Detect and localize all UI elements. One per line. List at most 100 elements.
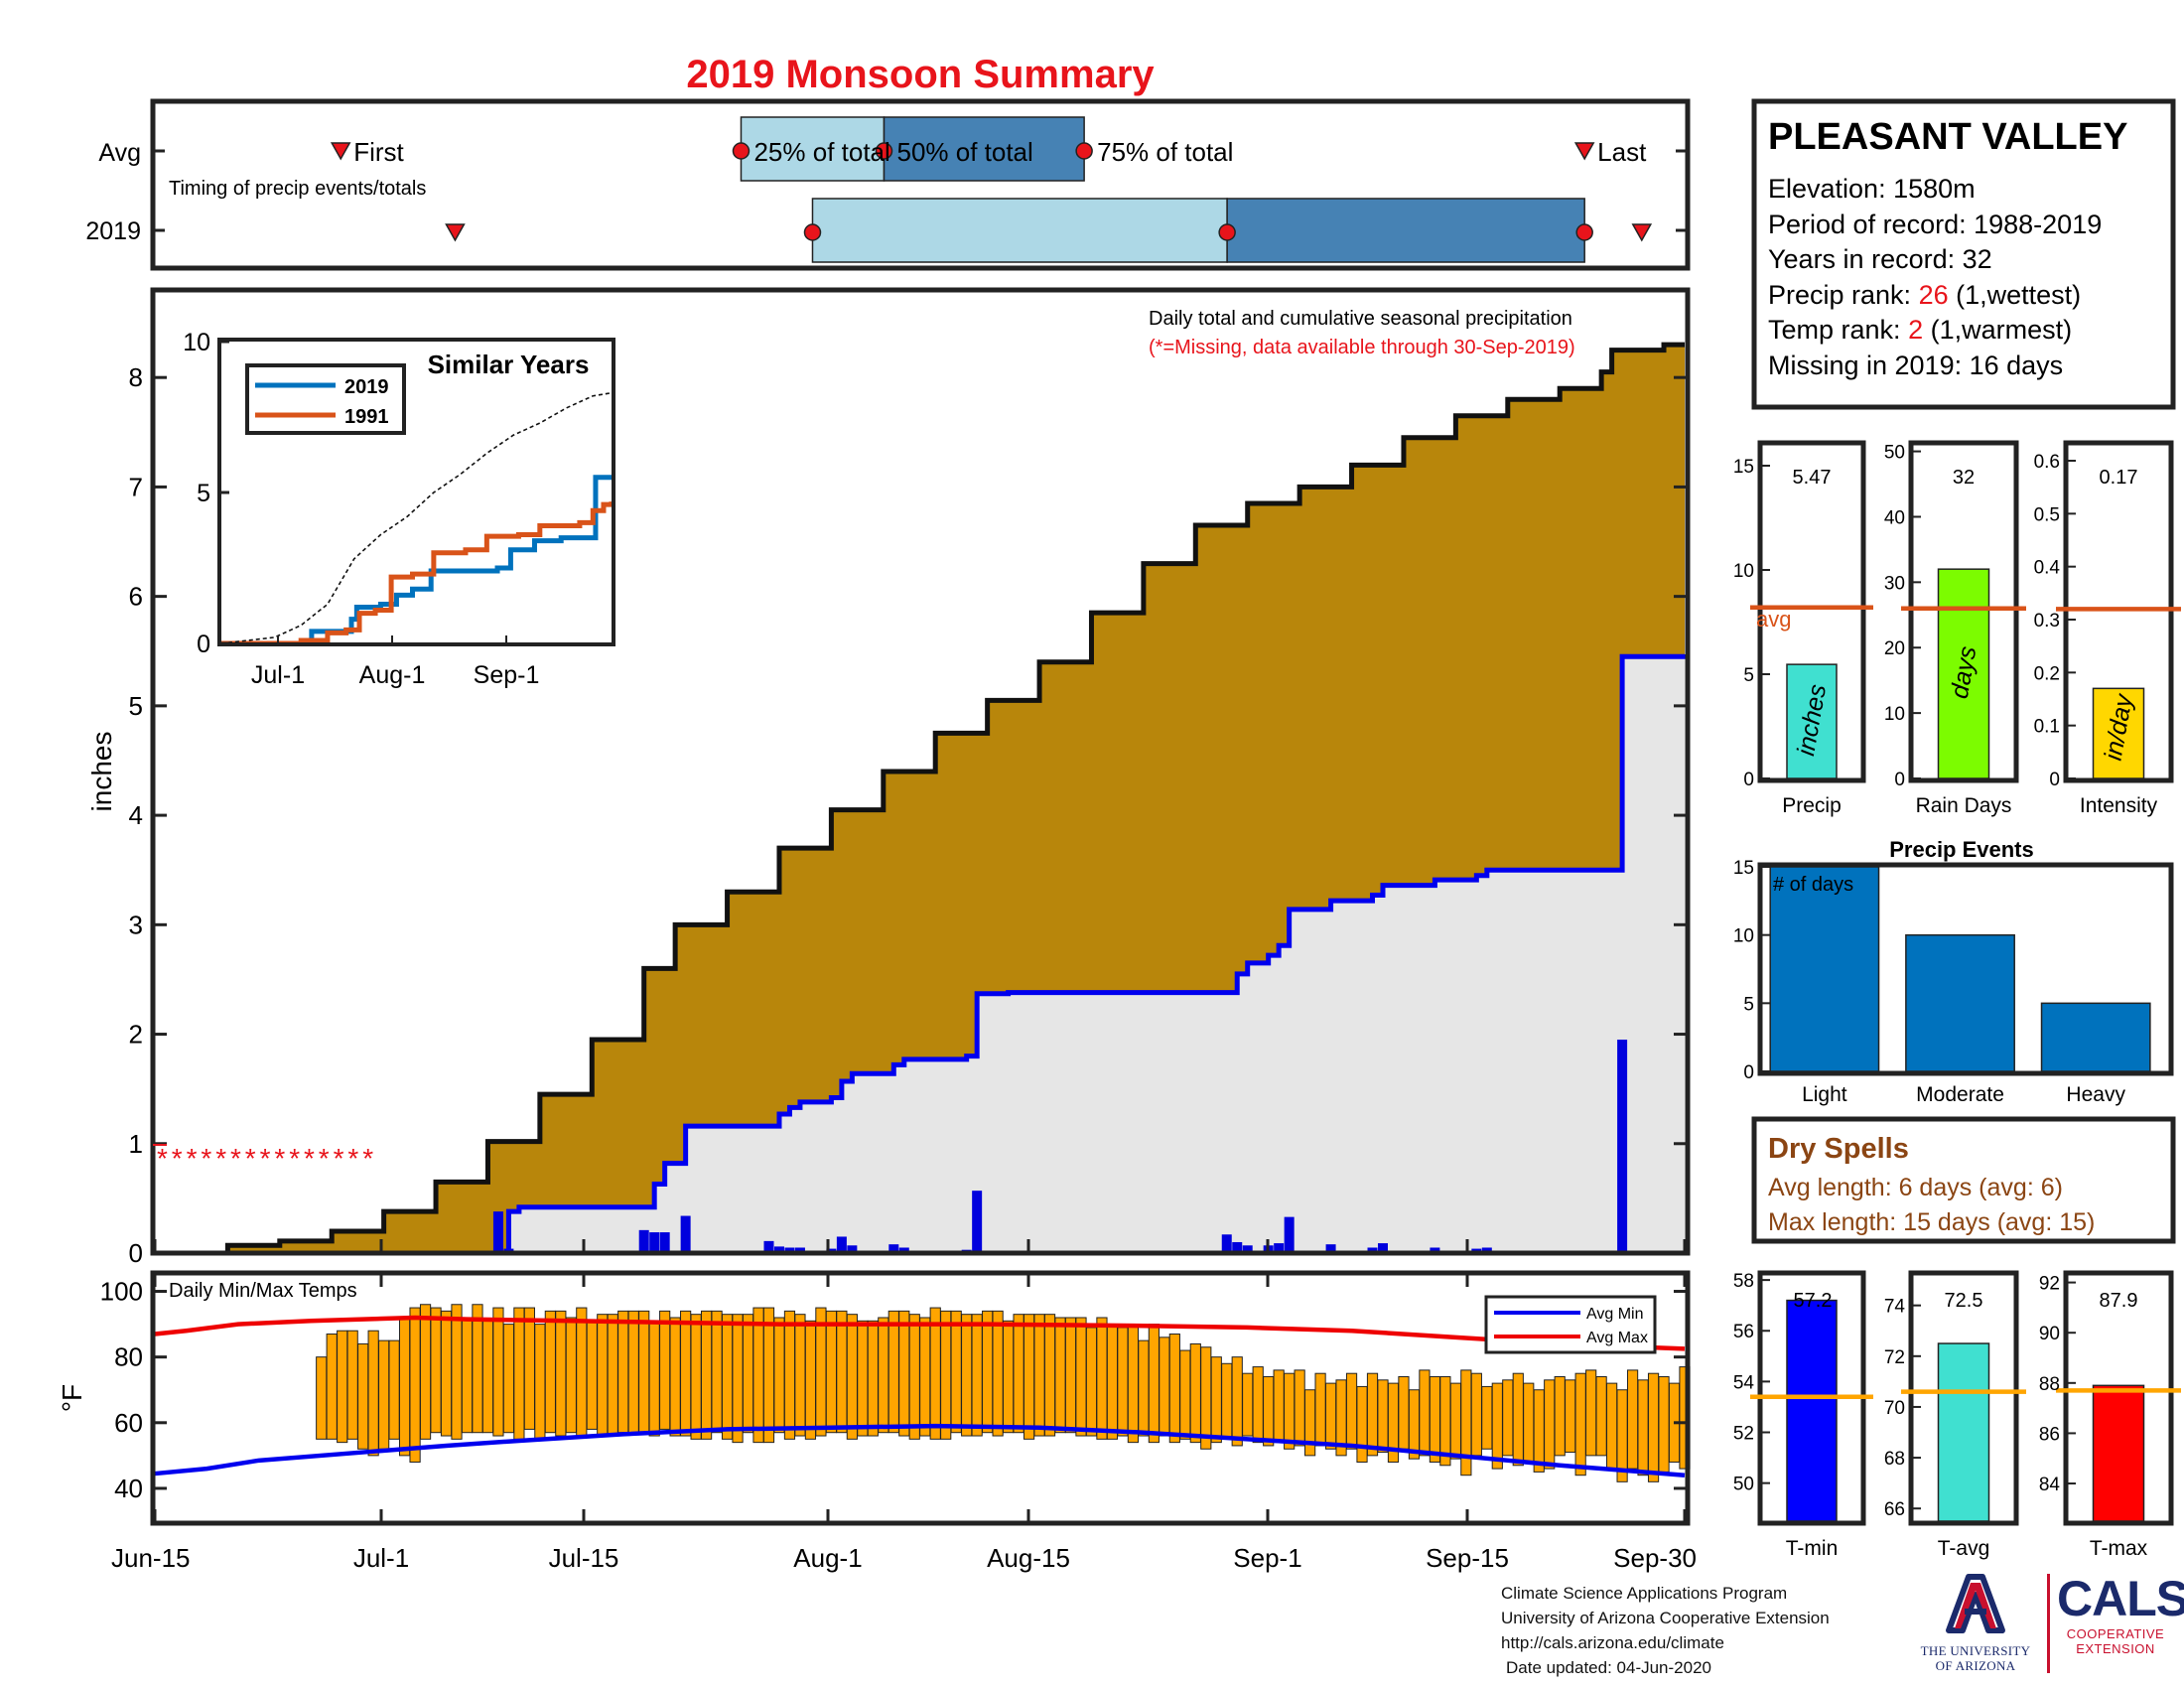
daily-temp-bar: [1200, 1346, 1212, 1450]
tmax-tick-label: 86: [2039, 1424, 2060, 1445]
tmin-panel: 50 52 54 56 58 57.2 T-min: [1733, 1270, 1873, 1560]
daily-temp-bar: [1189, 1342, 1201, 1444]
main-y-tick-label: 8: [129, 362, 143, 392]
station-years: Years in record: 32: [1768, 244, 1992, 274]
inset-avg-line: [220, 391, 613, 644]
station-name: PLEASANT VALLEY: [1768, 116, 2127, 158]
temp-y-tick-label: 60: [114, 1408, 143, 1438]
daily-temp-bar: [1595, 1376, 1607, 1457]
footer-line-url[interactable]: http://cals.arizona.edu/climate: [1501, 1633, 1724, 1652]
intensity-name: Intensity: [2080, 794, 2158, 817]
missing-data-markers: * * * * * * * * * * * * * * *: [153, 1143, 373, 1174]
daily-temp-bar: [857, 1320, 869, 1437]
daily-temp-bar: [1429, 1376, 1441, 1463]
missing-day-marker: *: [172, 1143, 183, 1174]
daily-precip-bar: [847, 1245, 858, 1253]
temp-line-avg-min: [154, 1423, 1686, 1477]
missing-day-marker: *: [245, 1143, 256, 1174]
missing-day-marker: *: [347, 1143, 358, 1174]
daily-temp-bar: [316, 1356, 328, 1440]
intensity-tick-label: 0.1: [2034, 717, 2060, 738]
daily-precip-bar: [836, 1236, 847, 1253]
missing-day-marker: *: [319, 1143, 330, 1174]
daily-precip-bar: [1242, 1245, 1253, 1253]
daily-precip-bar: [972, 1191, 983, 1253]
precip-events-tick-label: 0: [1743, 1062, 1754, 1083]
main-y-tick-label: 0: [129, 1238, 143, 1268]
daily-temp-bar: [1398, 1376, 1410, 1450]
daily-temp-bar: [1127, 1324, 1140, 1444]
main-y-tick-label: 2: [129, 1020, 143, 1050]
timing-p50-label: 50% of total: [896, 137, 1032, 167]
daily-temp-bar: [1491, 1382, 1503, 1470]
daily-precip-bar: [1284, 1216, 1295, 1253]
daily-temp-bar: [1231, 1356, 1243, 1447]
date-x-tick-label: Jun-15: [111, 1543, 191, 1573]
daily-temp-bar: [1647, 1372, 1660, 1482]
main-chart-missing-note: (*=Missing, data available through 30-Se…: [1149, 337, 1575, 358]
daily-temp-bar: [534, 1324, 546, 1440]
footer-line-program: Climate Science Applications Program: [1501, 1584, 1788, 1603]
main-y-tick-label: 7: [129, 472, 143, 501]
daily-temp-bar: [1252, 1366, 1264, 1444]
tmin-tick-label: 54: [1733, 1372, 1755, 1393]
university-of-arizona-logo[interactable]: THE UNIVERSITY OF ARIZONA: [1911, 1569, 2040, 1673]
dry-spells-frame: [1751, 1116, 2176, 1244]
precip-events-category-label: Light: [1802, 1083, 1847, 1106]
daily-temp-bar: [836, 1310, 848, 1434]
precip-tick-label: 0: [1743, 770, 1754, 790]
rain-days-tick-label: 10: [1884, 704, 1905, 725]
y2019-p75-marker: [1575, 223, 1593, 241]
rain-days-value: 32: [1953, 467, 1975, 489]
daily-temp-bar: [950, 1310, 962, 1434]
obs-cumulative-area: [155, 654, 1685, 1253]
daily-precip-bar: [492, 1211, 503, 1253]
daily-temp-bar: [992, 1310, 1004, 1437]
daily-temp-bar: [1565, 1379, 1576, 1454]
daily-precip-bar: [1430, 1247, 1440, 1253]
avg-cumulative-line: [155, 342, 1685, 1256]
precip-tick-label: 10: [1733, 561, 1754, 582]
intensity-tick-label: 0.3: [2034, 611, 2060, 632]
daily-precip-bar: [680, 1215, 691, 1253]
main-chart-frame: [150, 287, 1691, 1256]
daily-temp-bar: [472, 1304, 483, 1434]
daily-temp-bar: [846, 1314, 858, 1440]
daily-temp-bar: [732, 1314, 744, 1444]
timing-last-label: Last: [1597, 137, 1647, 167]
temp-legend-label-avg-min: Avg Min: [1586, 1306, 1644, 1323]
temp-chart-frame: [150, 1270, 1691, 1526]
daily-temp-bar: [1013, 1314, 1024, 1434]
inset-legend-label-2019: 2019: [344, 376, 389, 398]
missing-day-marker: *: [201, 1143, 211, 1174]
daily-precip-bar: [1367, 1247, 1378, 1253]
tavg-name: T-avg: [1938, 1537, 1990, 1560]
station-period: Period of record: 1988-2019: [1768, 210, 2102, 239]
footer-line-date: Date updated: 04-Jun-2020: [1506, 1658, 1711, 1677]
inset-series-1991: [221, 501, 614, 646]
tmin-tick-label: 52: [1733, 1424, 1754, 1445]
intensity-panel: 00.10.20.30.40.50.6in/day 0.17 Intensity: [2034, 440, 2181, 817]
daily-temp-bar: [1481, 1385, 1493, 1450]
avg-p50-marker: [875, 142, 893, 160]
daily-temp-bar: [982, 1310, 994, 1434]
missing-day-marker: *: [157, 1143, 168, 1174]
daily-temp-bar: [1148, 1324, 1160, 1444]
missing-day-marker: *: [304, 1143, 315, 1174]
tmin-tick-label: 56: [1733, 1322, 1754, 1342]
daily-temp-bar: [1606, 1382, 1618, 1470]
date-x-tick-label: Aug-1: [793, 1543, 862, 1573]
cals-logo[interactable]: CALS COOPERATIVE EXTENSION: [2057, 1571, 2184, 1656]
y2019-late-quartile-box: [1226, 198, 1585, 263]
daily-temp-bar: [1043, 1314, 1056, 1437]
daily-temp-bar: [783, 1310, 796, 1440]
logo-divider: [2047, 1574, 2050, 1673]
daily-temp-bar: [887, 1310, 899, 1434]
daily-temp-bar: [1284, 1372, 1296, 1450]
daily-precip-bar: [763, 1240, 774, 1253]
daily-temp-bar: [607, 1314, 618, 1437]
daily-temp-bar: [346, 1330, 358, 1440]
avg-p75-marker: [1075, 142, 1093, 160]
daily-temp-bar: [492, 1307, 504, 1437]
